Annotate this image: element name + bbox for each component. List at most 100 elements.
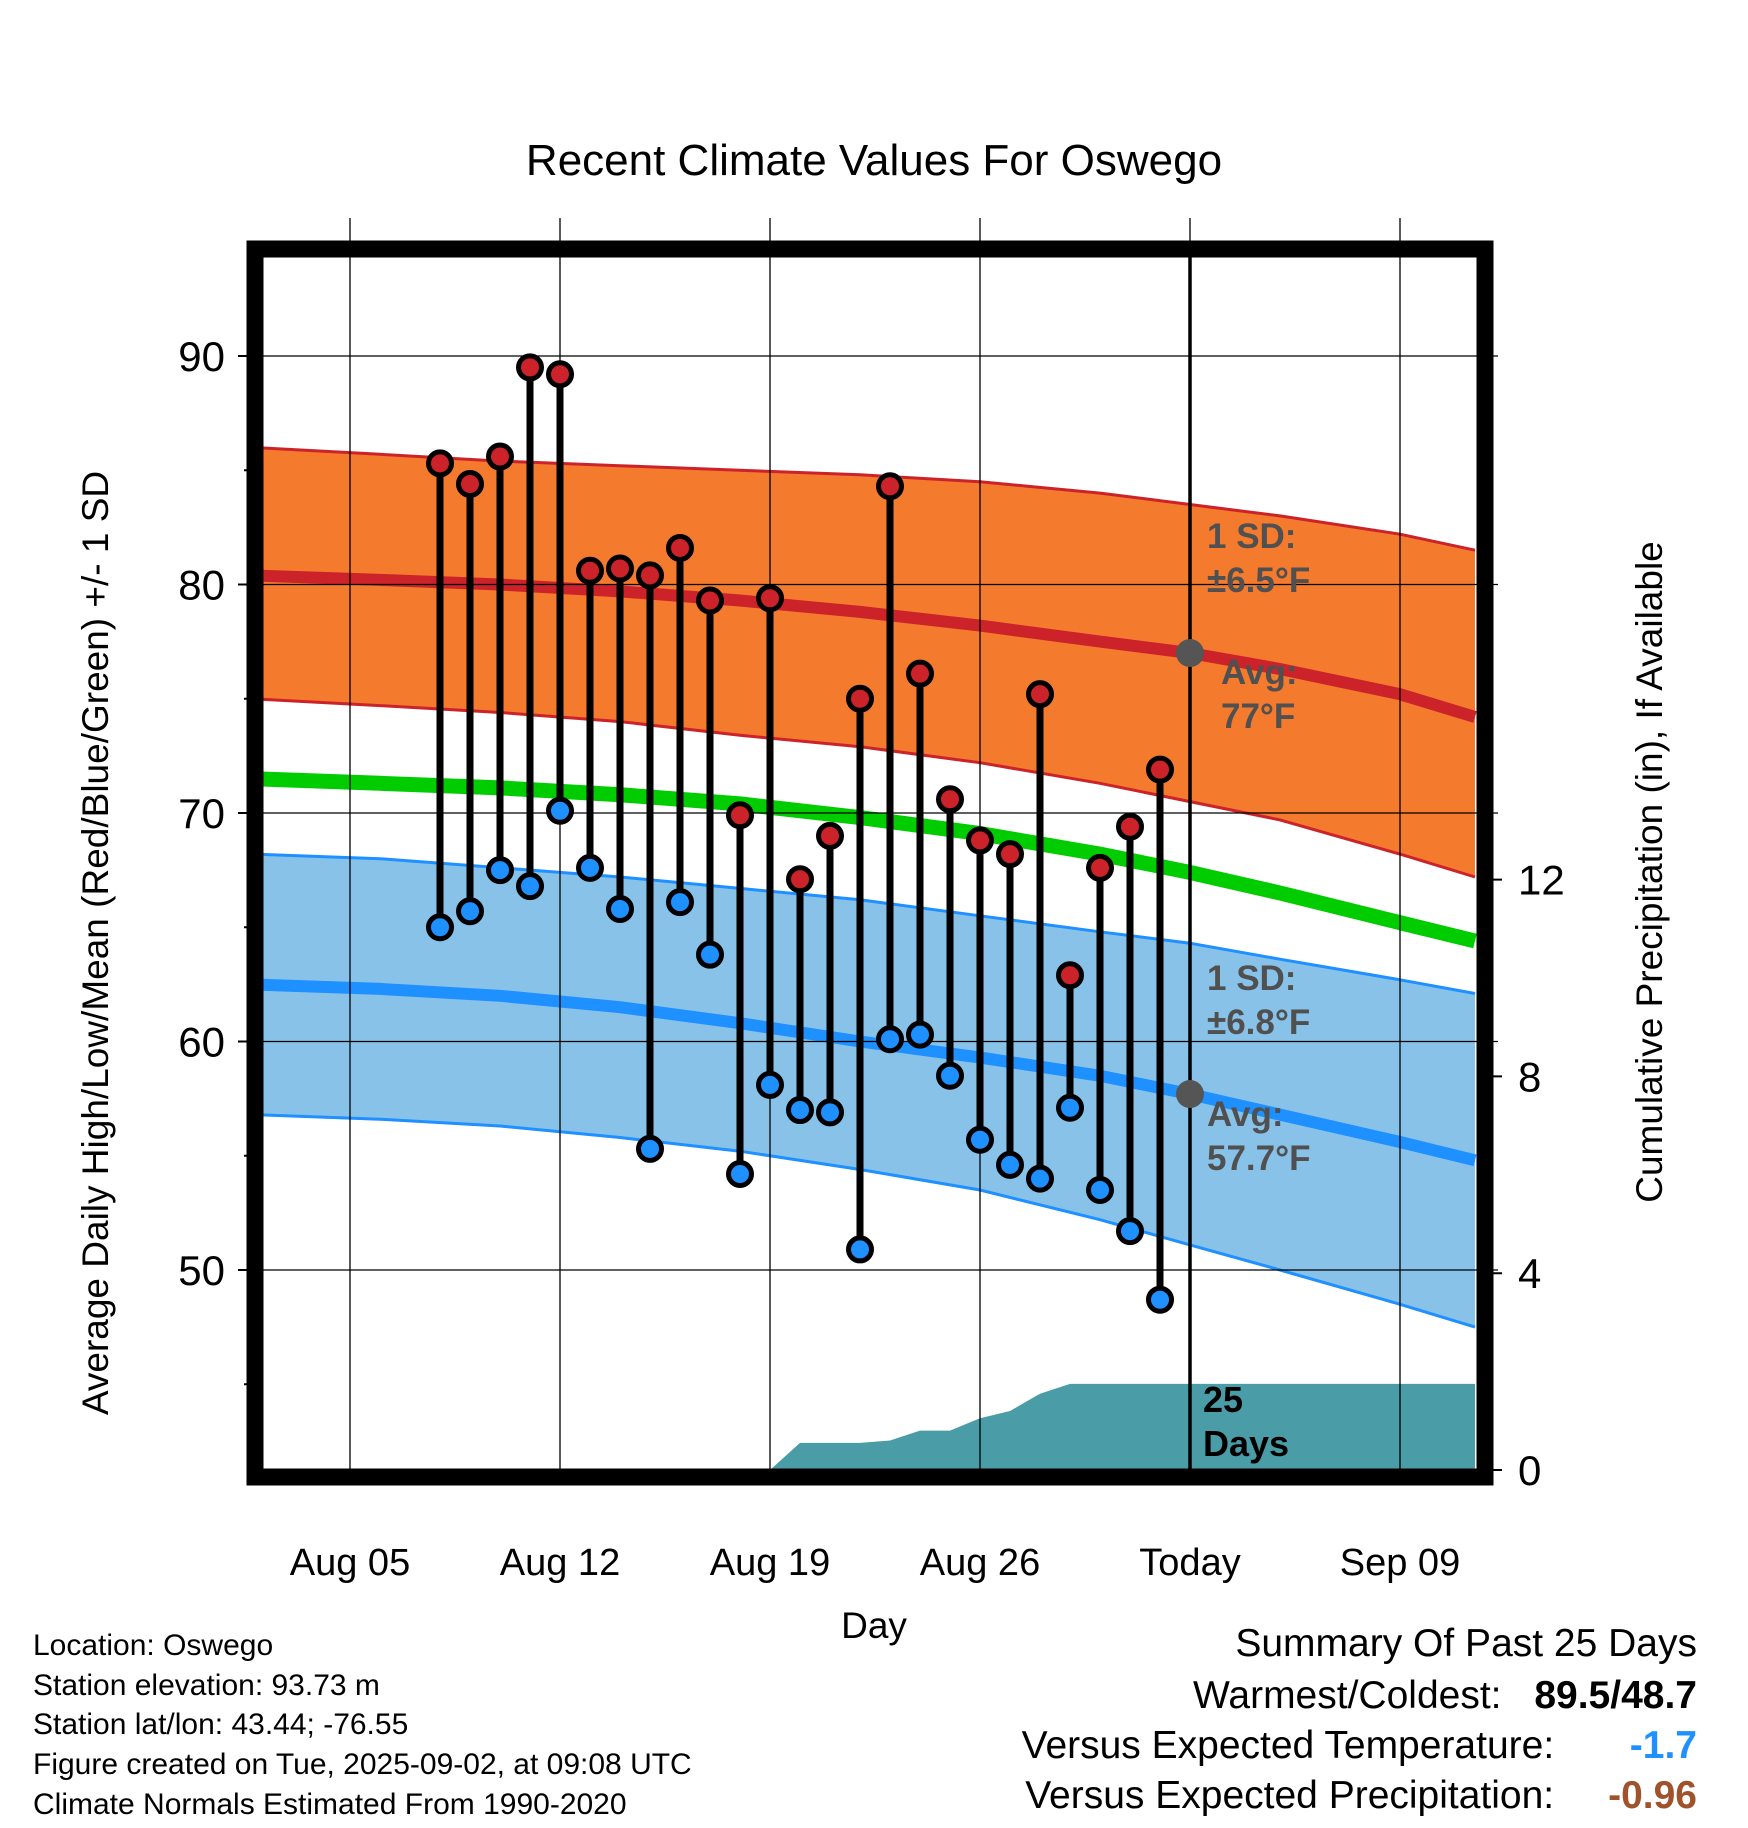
high-point bbox=[636, 561, 664, 590]
high-point bbox=[1146, 755, 1174, 784]
high-sd-label: 1 SD: bbox=[1207, 517, 1296, 556]
warmest-label: Warmest/Coldest: bbox=[1193, 1674, 1502, 1717]
y2-axis-label: Cumulative Precipitation (in), If Availa… bbox=[1629, 541, 1670, 1203]
precip-days-count: 25 bbox=[1203, 1379, 1243, 1420]
today-high-normal-dot bbox=[1176, 639, 1204, 668]
low-point bbox=[816, 1098, 844, 1127]
low-avg-label: Avg: bbox=[1207, 1095, 1283, 1134]
high-point bbox=[876, 472, 904, 501]
y2-tick-label: 0 bbox=[1518, 1447, 1541, 1494]
x-tick-label: Aug 19 bbox=[710, 1542, 830, 1584]
high-point bbox=[606, 554, 634, 583]
y2-tick-label: 4 bbox=[1518, 1250, 1541, 1297]
today-low-normal-dot bbox=[1176, 1080, 1204, 1109]
warmest-separator: / bbox=[1610, 1674, 1622, 1717]
high-point bbox=[846, 684, 874, 713]
high-point bbox=[576, 556, 604, 585]
summary-precip-row: Versus Expected Precipitation: -0.96 bbox=[1025, 1776, 1697, 1815]
coldest-value: 48.7 bbox=[1621, 1674, 1697, 1717]
x-tick-label: Today bbox=[1139, 1542, 1240, 1584]
high-point bbox=[456, 469, 484, 498]
high-point bbox=[996, 840, 1024, 869]
low-point bbox=[576, 853, 604, 882]
low-point bbox=[426, 913, 454, 942]
x-tick-label: Sep 09 bbox=[1340, 1542, 1460, 1584]
precip-label: Versus Expected Precipitation: bbox=[1025, 1774, 1555, 1817]
high-point bbox=[906, 659, 934, 688]
precipitation-area bbox=[770, 1383, 1475, 1470]
summary-temp-row: Versus Expected Temperature: -1.7 bbox=[1022, 1726, 1697, 1765]
low-point bbox=[516, 872, 544, 901]
location-text: Location: Oswego bbox=[33, 1629, 274, 1662]
elevation-text: Station elevation: 93.73 m bbox=[33, 1669, 380, 1702]
high-point bbox=[936, 785, 964, 814]
low-point bbox=[546, 796, 574, 825]
high-point bbox=[1116, 812, 1144, 841]
y2-tick-label: 12 bbox=[1518, 857, 1565, 904]
low-point bbox=[876, 1025, 904, 1054]
low-point bbox=[996, 1150, 1024, 1179]
chart-title: Recent Climate Values For Oswego bbox=[526, 136, 1222, 185]
low-sd-band bbox=[261, 854, 1475, 1328]
low-point bbox=[486, 856, 514, 885]
low-point bbox=[756, 1070, 784, 1099]
high-normal-line bbox=[261, 569, 1477, 723]
low-avg-value: 57.7°F bbox=[1207, 1139, 1311, 1178]
x-tick-label: Aug 12 bbox=[500, 1542, 620, 1584]
temp-label: Versus Expected Temperature: bbox=[1021, 1724, 1555, 1767]
high-point bbox=[966, 826, 994, 855]
y-tick-label: 70 bbox=[178, 790, 225, 837]
y-tick-label: 60 bbox=[178, 1019, 225, 1066]
y-tick-label: 80 bbox=[178, 562, 225, 609]
low-sd-lower-line bbox=[261, 1113, 1476, 1329]
high-point bbox=[696, 586, 724, 615]
high-point bbox=[786, 865, 814, 894]
high-avg-value: 77°F bbox=[1221, 697, 1295, 736]
x-axis-label: Day bbox=[841, 1605, 907, 1646]
high-point bbox=[1026, 680, 1054, 709]
low-point bbox=[1026, 1164, 1054, 1193]
low-point bbox=[1116, 1217, 1144, 1246]
high-point bbox=[546, 360, 574, 389]
low-sd-value: ±6.8°F bbox=[1207, 1003, 1310, 1042]
low-point bbox=[906, 1020, 934, 1049]
low-point bbox=[726, 1160, 754, 1189]
high-point bbox=[666, 533, 694, 562]
latlon-text: Station lat/lon: 43.44; -76.55 bbox=[33, 1708, 409, 1741]
high-point bbox=[1086, 853, 1114, 882]
warmest-value: 89.5 bbox=[1534, 1674, 1611, 1717]
high-point bbox=[756, 584, 784, 613]
low-normal-line bbox=[261, 978, 1477, 1167]
precip-days-label: Days bbox=[1203, 1423, 1289, 1464]
high-point bbox=[1056, 961, 1084, 990]
high-point bbox=[516, 353, 544, 382]
low-point bbox=[636, 1134, 664, 1163]
high-point bbox=[816, 821, 844, 850]
x-tick-label: Aug 05 bbox=[290, 1542, 410, 1584]
low-point bbox=[456, 897, 484, 926]
high-avg-label: Avg: bbox=[1221, 653, 1297, 692]
high-point bbox=[726, 801, 754, 830]
high-sd-upper-line bbox=[261, 446, 1476, 552]
low-point bbox=[786, 1096, 814, 1125]
high-point bbox=[426, 449, 454, 478]
low-point bbox=[1056, 1093, 1084, 1122]
low-point bbox=[966, 1125, 994, 1154]
normals-text: Climate Normals Estimated From 1990-2020 bbox=[33, 1788, 627, 1821]
created-text: Figure created on Tue, 2025-09-02, at 09… bbox=[33, 1748, 692, 1781]
x-tick-label: Aug 26 bbox=[920, 1542, 1040, 1584]
y-axis-label: Average Daily High/Low/Mean (Red/Blue/Gr… bbox=[75, 471, 116, 1415]
low-sd-label: 1 SD: bbox=[1207, 959, 1296, 998]
high-point bbox=[486, 442, 514, 471]
precip-value: -0.96 bbox=[1608, 1774, 1697, 1817]
low-point bbox=[666, 888, 694, 917]
low-point bbox=[846, 1235, 874, 1264]
y-tick-label: 90 bbox=[178, 333, 225, 380]
low-point bbox=[1086, 1176, 1114, 1205]
summary-warmest-row: Warmest/Coldest: 89.5/48.7 bbox=[1193, 1676, 1697, 1715]
low-point bbox=[606, 894, 634, 923]
y2-tick-label: 8 bbox=[1518, 1053, 1541, 1100]
low-point bbox=[696, 940, 724, 969]
y-tick-label: 50 bbox=[178, 1247, 225, 1294]
